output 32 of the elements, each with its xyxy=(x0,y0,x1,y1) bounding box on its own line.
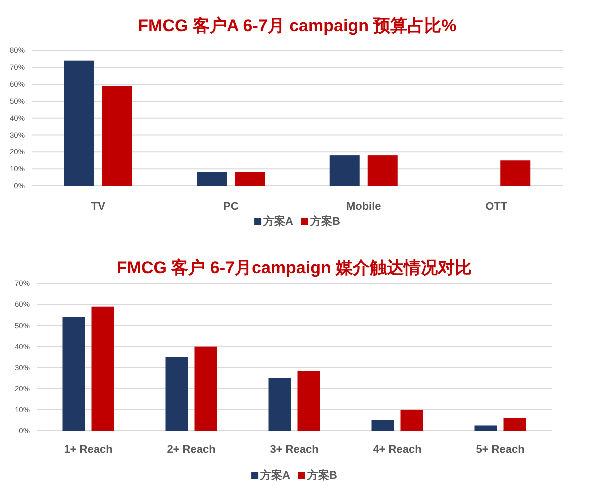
x-tick-label: Mobile xyxy=(346,201,382,213)
x-tick-label: 2+ Reach xyxy=(167,444,216,456)
legend-label: 方案B xyxy=(306,469,338,482)
x-tick-label: 3+ Reach xyxy=(270,444,320,456)
legend-label: 方案B xyxy=(310,215,340,228)
bar xyxy=(330,156,360,186)
chart-title: FMCG 客户A 6-7月 campaign 预算占比% xyxy=(138,16,457,36)
bar xyxy=(102,86,132,186)
x-tick-label: 1+ Reach xyxy=(64,444,114,456)
bar xyxy=(298,371,320,431)
bar xyxy=(400,410,424,431)
x-tick-label: PC xyxy=(223,201,239,213)
x-tick-label: 4+ Reach xyxy=(373,444,422,456)
x-tick-label: OTT xyxy=(486,201,508,213)
x-tick-label: 5+ Reach xyxy=(476,444,526,456)
bar xyxy=(504,418,526,431)
bar xyxy=(268,378,292,431)
bar xyxy=(500,160,531,186)
bar xyxy=(197,172,228,186)
bar xyxy=(62,317,86,431)
bar xyxy=(166,357,188,431)
legend-label: 方案A xyxy=(260,469,291,482)
bar xyxy=(368,156,398,186)
bar xyxy=(372,420,394,431)
bar xyxy=(235,172,266,186)
legend-label: 方案A xyxy=(262,215,294,228)
bar xyxy=(194,346,218,431)
chart-title: FMCG 客户 6-7月campaign 媒介触达情况对比 xyxy=(116,258,472,278)
bar xyxy=(64,60,94,186)
bar xyxy=(92,306,114,431)
x-tick-label: TV xyxy=(91,201,106,213)
bar xyxy=(474,426,498,431)
